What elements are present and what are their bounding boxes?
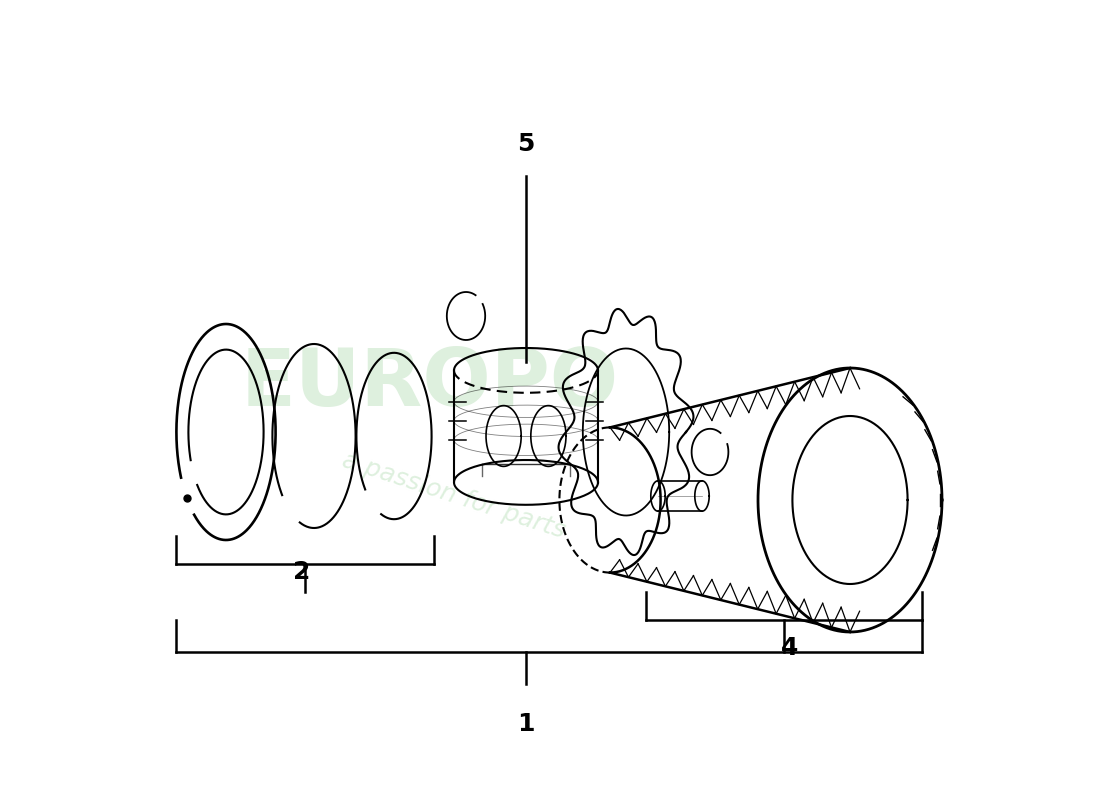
Text: a passion for parts: a passion for parts bbox=[340, 449, 569, 543]
Text: EUROPO: EUROPO bbox=[241, 345, 619, 423]
Text: 2: 2 bbox=[294, 560, 310, 584]
Text: 5: 5 bbox=[517, 132, 535, 156]
Text: 1: 1 bbox=[517, 712, 535, 736]
Text: 4: 4 bbox=[781, 636, 799, 660]
